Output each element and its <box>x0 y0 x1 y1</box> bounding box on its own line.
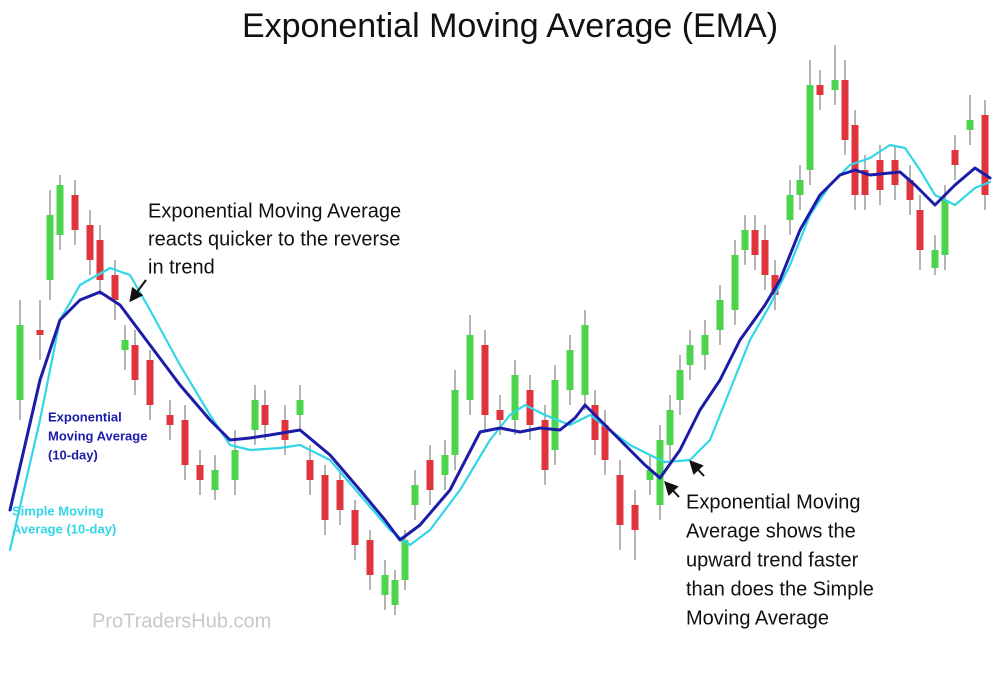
arrow <box>664 480 680 498</box>
candle-body <box>816 85 824 95</box>
line-label: Average (10-day) <box>12 521 116 536</box>
annotation-line: reacts quicker to the reverse <box>148 228 400 250</box>
candle-body <box>196 465 204 480</box>
candle-body <box>916 210 924 250</box>
candle-body <box>381 575 389 595</box>
candle-body <box>481 345 489 415</box>
candle-body <box>666 410 674 445</box>
candle-body <box>231 450 239 480</box>
candle-body <box>36 330 44 335</box>
candle-body <box>96 240 104 280</box>
moving-average-line <box>8 143 992 552</box>
arrow <box>689 459 705 477</box>
candle-body <box>111 275 119 300</box>
candle-body <box>761 240 769 275</box>
candle-body <box>541 420 549 470</box>
candle-body <box>71 195 79 230</box>
candle-body <box>771 275 779 295</box>
candle-body <box>251 400 259 430</box>
candle-body <box>906 180 914 200</box>
line-label: Moving Average <box>48 428 147 443</box>
moving-average-line <box>8 166 992 542</box>
candle-body <box>656 440 664 505</box>
annotation-ema-reverse: Exponential Moving Average reacts quicke… <box>129 200 401 303</box>
line-label: (10-day) <box>48 447 98 462</box>
candle-body <box>181 420 189 465</box>
candle-body <box>591 405 599 440</box>
candle-body <box>211 470 219 490</box>
line-label: Exponential <box>48 409 122 424</box>
candle-body <box>616 475 624 525</box>
annotation-ema-upward: Exponential Moving Average shows the upw… <box>664 459 874 629</box>
candle-body <box>296 400 304 415</box>
candle-body <box>441 455 449 475</box>
candle-body <box>981 115 989 195</box>
candle-body <box>46 215 54 280</box>
candle-body <box>951 150 959 165</box>
annotation-line: Moving Average <box>686 607 829 629</box>
candle-body <box>716 300 724 330</box>
candle-body <box>511 375 519 420</box>
candle-body <box>306 460 314 480</box>
candle-body <box>321 475 329 520</box>
moving-averages <box>8 143 992 552</box>
candle-body <box>566 350 574 390</box>
candle-body <box>851 125 859 195</box>
candle-body <box>581 325 589 395</box>
candle-body <box>121 340 129 350</box>
candle-body <box>806 85 814 170</box>
candle-body <box>941 200 949 255</box>
candle-body <box>281 420 289 440</box>
annotation-line: Exponential Moving Average <box>148 200 401 222</box>
candle-body <box>646 470 654 480</box>
candle-body <box>966 120 974 130</box>
candle-body <box>146 360 154 405</box>
candle-body <box>366 540 374 575</box>
candle-body <box>351 510 359 545</box>
candle-body <box>496 410 504 420</box>
candle-body <box>391 580 399 605</box>
chart-title: Exponential Moving Average (EMA) <box>242 7 778 45</box>
candle-body <box>426 460 434 490</box>
candle-body <box>796 180 804 195</box>
annotation-line: upward trend faster <box>686 549 859 571</box>
candle-body <box>166 415 174 425</box>
candle-body <box>686 345 694 365</box>
candle-body <box>336 480 344 510</box>
candle-body <box>86 225 94 260</box>
watermark: ProTradersHub.com <box>92 610 271 632</box>
candle-body <box>401 540 409 580</box>
candle-body <box>411 485 419 505</box>
candle-body <box>841 80 849 140</box>
candle-body <box>56 185 64 235</box>
candle-body <box>451 390 459 455</box>
candle-body <box>831 80 839 90</box>
annotation-line: Average shows the <box>686 520 856 542</box>
candles <box>16 45 989 615</box>
candle-body <box>741 230 749 250</box>
candle-body <box>731 255 739 310</box>
candle-body <box>551 380 559 450</box>
annotation-line: Exponential Moving <box>686 491 861 513</box>
annotation-line: than does the Simple <box>686 578 874 600</box>
arrow <box>129 279 147 303</box>
candle-body <box>601 425 609 460</box>
candle-body <box>861 170 869 195</box>
candle-body <box>466 335 474 400</box>
candle-body <box>261 405 269 425</box>
candle-body <box>786 195 794 220</box>
line-label: Simple Moving <box>12 503 104 518</box>
candle-body <box>676 370 684 400</box>
candle-body <box>16 325 24 400</box>
annotation-line: in trend <box>148 256 215 278</box>
candle-body <box>131 345 139 380</box>
candle-body <box>931 250 939 268</box>
candle-body <box>751 230 759 255</box>
candle-body <box>631 505 639 530</box>
candle-body <box>701 335 709 355</box>
